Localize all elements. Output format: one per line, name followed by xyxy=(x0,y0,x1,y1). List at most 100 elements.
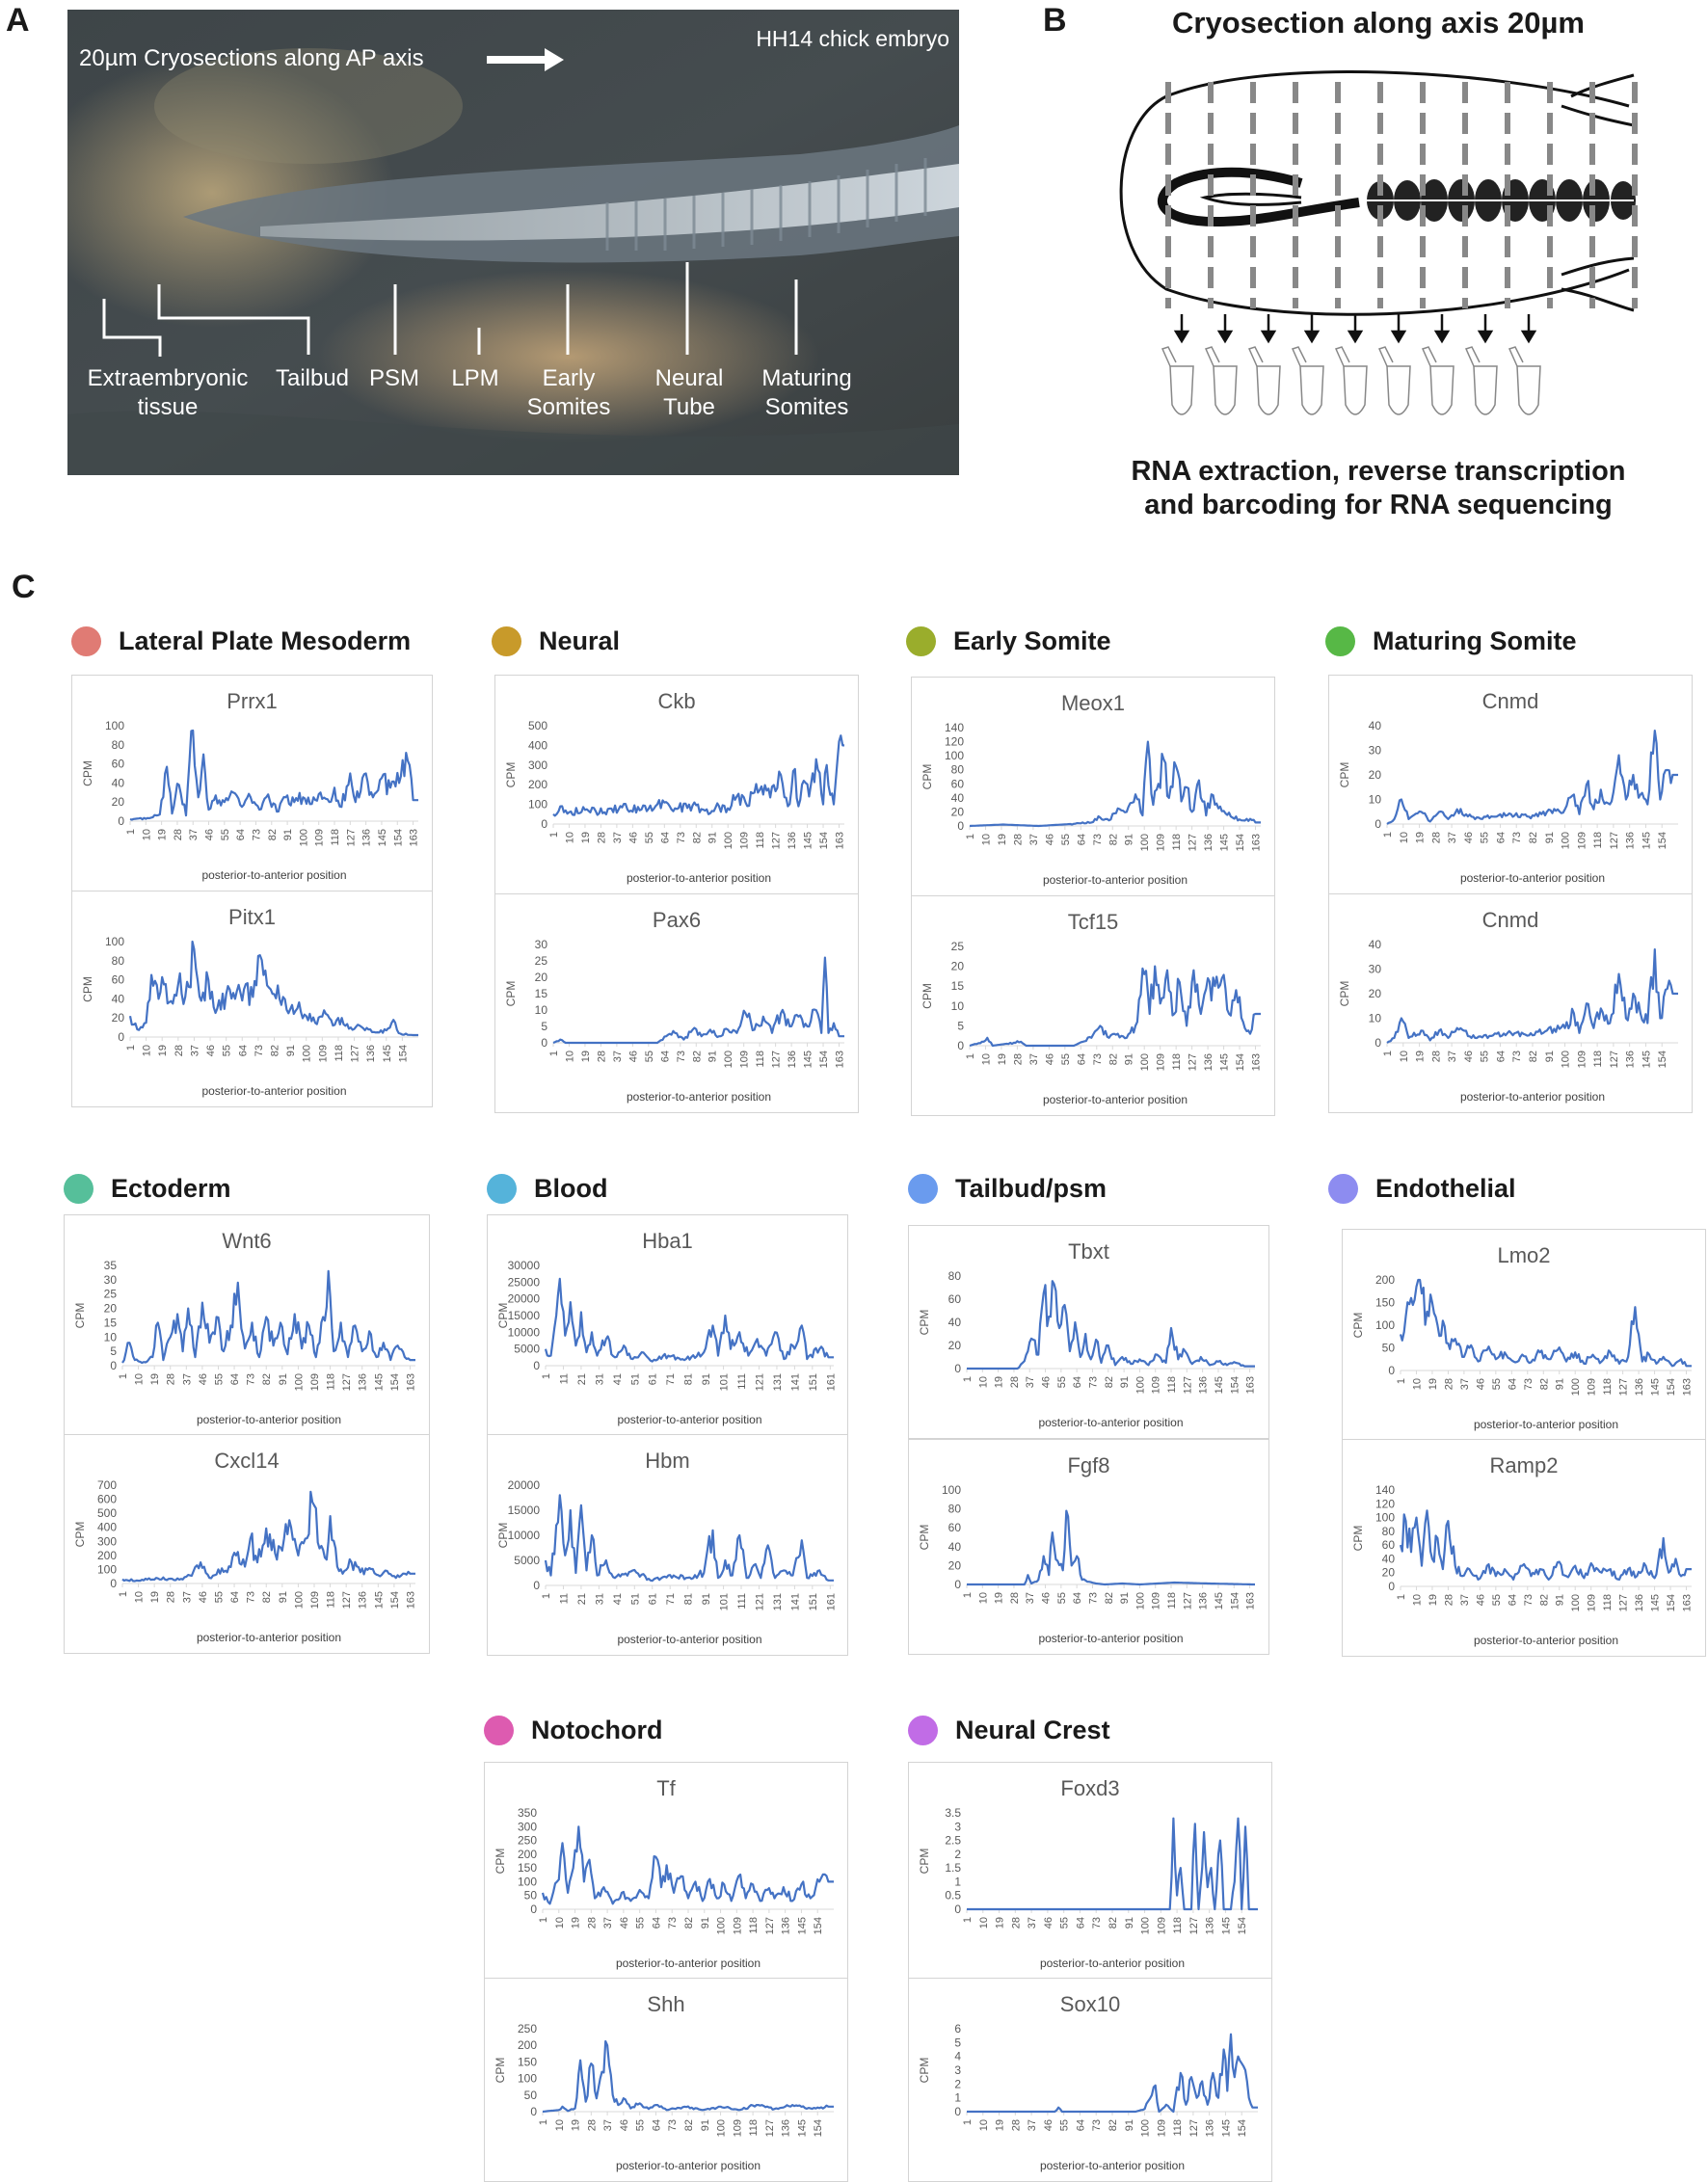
x-tick-label: 73 xyxy=(1523,1378,1535,1390)
x-tick-label: 154 xyxy=(1657,1051,1668,1068)
x-tick-label: 64 xyxy=(651,2119,662,2131)
x-tick-label: 41 xyxy=(612,1593,624,1605)
x-tick-label: 55 xyxy=(1060,834,1072,845)
x-tick-label: 55 xyxy=(644,1051,655,1062)
x-tick-label: 37 xyxy=(602,1917,614,1929)
label-maturing-somites: Maturing xyxy=(761,365,851,391)
panel-label-a: A xyxy=(6,2,30,39)
y-axis-label: CPM xyxy=(918,2058,931,2084)
chart-title: Hba1 xyxy=(642,1229,693,1253)
category-ectoderm: Ectoderm xyxy=(64,1174,231,1204)
x-tick-label: 82 xyxy=(683,2119,695,2131)
x-tick-label: 118 xyxy=(1172,1917,1184,1934)
y-tick-label: 80 xyxy=(112,738,125,752)
x-tick-label: 154 xyxy=(813,2119,824,2137)
x-axis-label: posterior-to-anterior position xyxy=(1043,1093,1188,1106)
x-tick-label: 46 xyxy=(1475,1378,1486,1390)
x-tick-label: 28 xyxy=(1430,832,1442,843)
y-tick-label: 0 xyxy=(530,2105,537,2118)
x-tick-label: 145 xyxy=(1641,832,1652,849)
x-tick-label: 145 xyxy=(1214,1592,1225,1610)
y-tick-label: 15 xyxy=(104,1316,118,1329)
x-tick-label: 136 xyxy=(781,2119,792,2137)
y-tick-label: 5 xyxy=(541,1020,547,1033)
x-tick-label: 136 xyxy=(1205,2119,1216,2137)
y-axis-label: CPM xyxy=(1338,981,1351,1007)
y-tick-label: 100 xyxy=(945,749,964,762)
y-tick-label: 0 xyxy=(1374,1036,1381,1050)
x-tick-label: 10 xyxy=(134,1373,146,1385)
x-tick-label: 55 xyxy=(213,1591,225,1603)
x-tick-label: 100 xyxy=(298,829,309,846)
x-tick-label: 46 xyxy=(1044,1053,1055,1065)
chart-svg: Pitx1 0 20 40 60 80 100 CPM 1 10 19 28 37 46 55 64 73 82 9… xyxy=(81,905,418,1098)
x-tick-label: 145 xyxy=(803,1051,814,1068)
x-tick-label: 91 xyxy=(1544,832,1556,843)
x-tick-label: 19 xyxy=(997,1053,1008,1065)
x-tick-label: 131 xyxy=(772,1593,784,1610)
x-tick-label: 91 xyxy=(1124,1053,1135,1065)
x-tick-label: 73 xyxy=(251,829,262,840)
x-tick-label: 100 xyxy=(716,1917,728,1934)
y-tick-label: 2 xyxy=(954,2077,961,2090)
y-tick-label: 0 xyxy=(1388,1580,1395,1593)
x-tick-label: 82 xyxy=(1528,1051,1539,1062)
x-tick-label: 109 xyxy=(732,2119,743,2137)
x-tick-label: 28 xyxy=(173,829,184,840)
y-tick-label: 10 xyxy=(535,1003,548,1017)
y-tick-label: 20000 xyxy=(508,1478,541,1492)
y-tick-label: 10000 xyxy=(508,1325,541,1339)
x-tick-label: 1 xyxy=(962,1376,974,1382)
series-line xyxy=(552,734,844,817)
y-tick-label: 700 xyxy=(97,1478,117,1492)
y-tick-label: 0 xyxy=(110,1577,117,1590)
x-tick-label: 109 xyxy=(1156,834,1167,851)
x-tick-label: 145 xyxy=(1219,1053,1231,1071)
x-tick-label: 118 xyxy=(755,1051,766,1068)
x-tick-label: 10 xyxy=(564,832,575,843)
x-tick-label: 82 xyxy=(1538,1378,1550,1390)
x-tick-label: 91 xyxy=(1544,1051,1556,1062)
y-tick-label: 140 xyxy=(1375,1483,1395,1497)
y-tick-label: 60 xyxy=(112,973,125,987)
x-tick-label: 91 xyxy=(701,1593,712,1605)
series-line xyxy=(967,2033,1258,2114)
x-tick-label: 145 xyxy=(373,1373,385,1391)
chart-svg: Fgf8 0 20 40 60 80 100 CPM 1 10 19 28 37 46 55 64 73 82 91… xyxy=(918,1453,1257,1645)
x-tick-label: 73 xyxy=(676,832,687,843)
chart-title: Ckb xyxy=(657,689,695,713)
y-tick-label: 60 xyxy=(1382,1538,1396,1552)
x-tick-label: 37 xyxy=(1027,2119,1038,2131)
x-tick-label: 55 xyxy=(1491,1378,1503,1390)
y-tick-label: 25000 xyxy=(508,1275,541,1289)
x-tick-label: 136 xyxy=(787,1051,798,1068)
x-tick-label: 19 xyxy=(1415,832,1427,843)
chart-svg: Prrx1 0 20 40 60 80 100 CPM 1 10 19 28 37 46 55 64 73 82 9… xyxy=(81,689,420,882)
y-tick-label: 40 xyxy=(112,776,125,789)
y-axis-label: CPM xyxy=(81,976,94,1002)
x-tick-label: 37 xyxy=(1459,1594,1471,1606)
category-dot-icon xyxy=(908,1174,938,1204)
x-tick-label: 91 xyxy=(1119,1376,1131,1388)
x-axis-label: posterior-to-anterior position xyxy=(617,1413,761,1426)
x-tick-label: 100 xyxy=(1139,1053,1151,1071)
chart-title: Cxcl14 xyxy=(214,1449,279,1473)
x-tick-label: 82 xyxy=(1108,2119,1119,2131)
x-tick-label: 100 xyxy=(723,1051,734,1068)
y-tick-label: 1.5 xyxy=(945,1861,961,1875)
x-axis-label: posterior-to-anterior position xyxy=(1040,1956,1185,1970)
x-tick-label: 111 xyxy=(736,1373,748,1390)
x-tick-label: 163 xyxy=(1251,834,1263,851)
y-tick-label: 5 xyxy=(110,1344,117,1358)
y-tick-label: 0 xyxy=(118,814,124,828)
x-tick-label: 73 xyxy=(676,1051,687,1062)
x-tick-label: 28 xyxy=(1430,1051,1442,1062)
x-tick-label: 1 xyxy=(118,1373,129,1379)
x-tick-label: 31 xyxy=(594,1373,605,1385)
y-tick-label: 0 xyxy=(954,1578,961,1591)
x-tick-label: 145 xyxy=(796,1917,808,1934)
x-tick-label: 100 xyxy=(1140,1917,1152,1934)
x-tick-label: 82 xyxy=(1538,1594,1550,1606)
x-tick-label: 127 xyxy=(1609,832,1620,849)
